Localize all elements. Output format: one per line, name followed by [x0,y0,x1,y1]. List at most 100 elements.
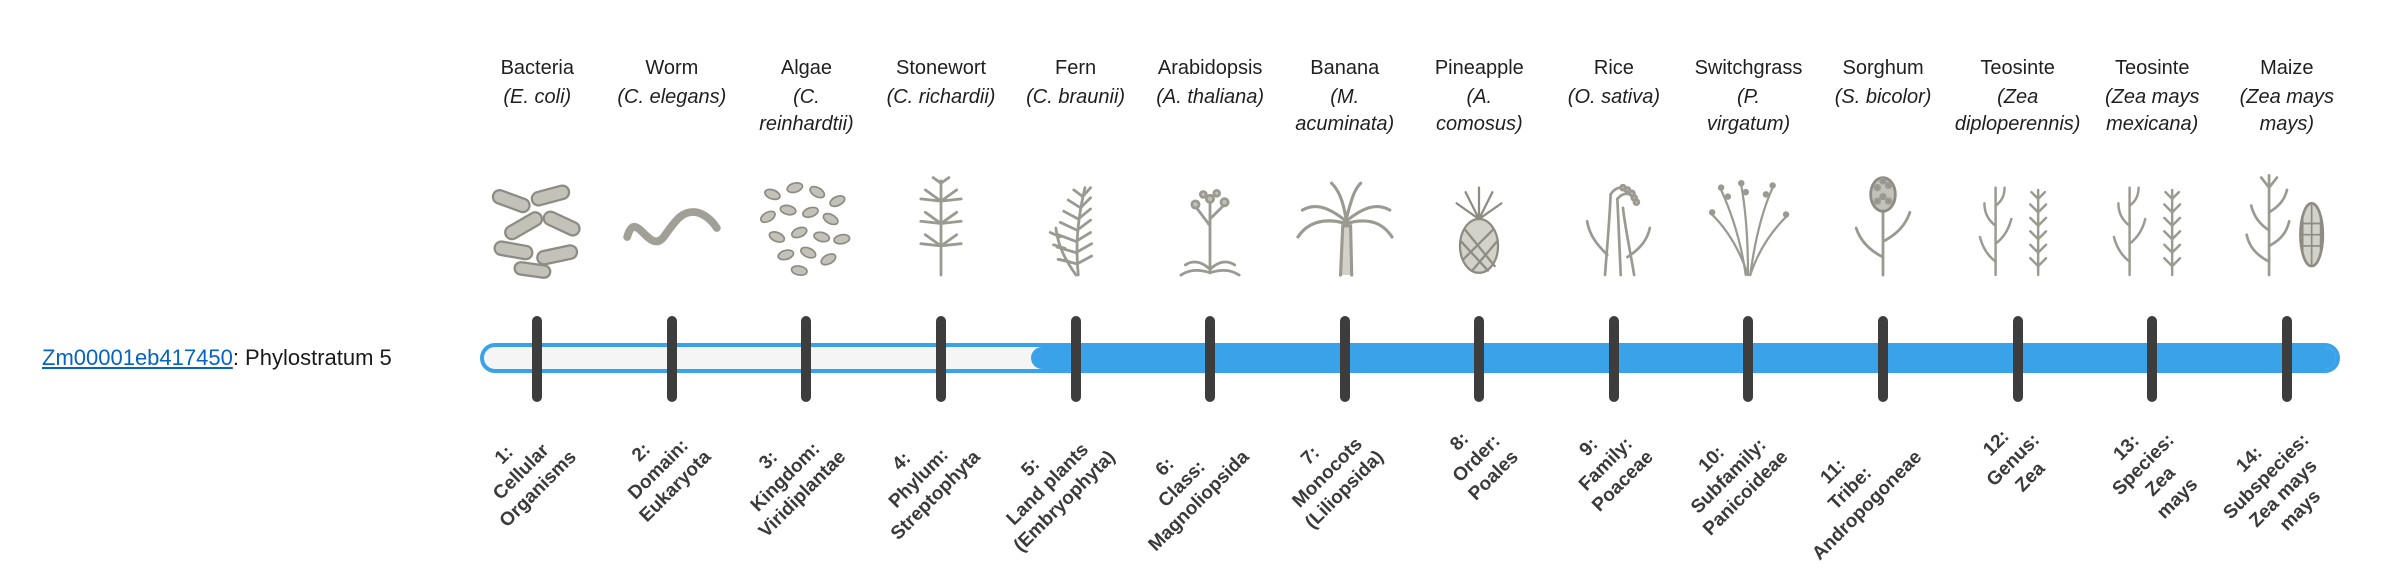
phylostratum-column: Maize (Zea mays mays) 14: Subspecies: Zea m… [2219,0,2355,580]
phylostratum-tick [1743,316,1754,402]
phylostratum-column: Teosinte (Zea mays mexicana) 13: Species: Z… [2085,0,2220,580]
organism-scientific-name: (C. braunii) [1026,86,1126,108]
stratum-label: 13: Species: Zea mays [2108,429,2203,524]
organism-common-name: Teosinte [2114,57,2190,79]
organism-common-name: Worm [645,57,699,79]
organism-scientific-name: (Zea diploperennis) [1954,86,2081,135]
rice-icon [1558,166,1670,290]
phylostratum-tick [1205,316,1216,402]
stratum-label: 2: Domain: Eukaryota [624,435,716,527]
organism-illustration [2096,160,2208,290]
organism-common-name: Banana [1310,57,1380,79]
stratum-label: 1: Cellular Organisms [489,440,581,532]
organism-illustration [1827,160,1939,290]
stratum-label: 7: Monocots (Liliopsida) [1288,433,1389,534]
teosinte-icon [1962,166,2074,290]
phylostratum-tick [1608,316,1619,402]
organism-scientific-name: (S. bicolor) [1834,86,1932,108]
organism-illustration [2231,160,2343,290]
stonewort-icon [885,166,997,290]
organism-illustration [885,160,997,290]
organism-scientific-name: (C. reinhardtii) [759,86,854,135]
phylostratum-column: Banana (M. acuminata) 7: Monocots (Liliopsi… [1277,0,1412,580]
arabidopsis-icon [1154,166,1266,290]
organism-scientific-name: (Zea mays mays) [2239,86,2335,135]
organism-scientific-name: (P. virgatum) [1706,86,1791,135]
organism-illustration [750,160,862,290]
phylostratum-tick [1070,316,1081,402]
stratum-label: 3: Kingdom: Viridiplantae [746,438,850,542]
phylostratum-column: Switchgrass (P. virgatum) 10: Subfamily: Pa… [1681,0,1816,580]
phylostratum-column: Stonewort (C. richardii) 4: Phylum: Strept… [874,0,1009,580]
phylostratum-column: Rice (O. sativa) 9: Family: Poaceae [1547,0,1682,580]
organism-scientific-name: (C. elegans) [617,86,727,108]
phylostratum-tick [1339,316,1350,402]
organism-illustration [616,160,728,290]
organism-common-name: Switchgrass [1694,57,1803,79]
organism-common-name: Arabidopsis [1157,57,1263,79]
organism-scientific-name: (M. acuminata) [1295,86,1395,135]
organism-illustration [1692,160,1804,290]
organism-illustration [1962,160,2074,290]
organism-scientific-name: (E. coli) [503,86,572,108]
phylostratum-tick [2147,316,2158,402]
organism-scientific-name: (O. sativa) [1567,86,1661,108]
sorghum-icon [1827,166,1939,290]
organism-scientific-name: (Zea mays mexicana) [2104,86,2200,135]
stratum-label: 14: Subspecies: Zea mays mays [2219,429,2325,536]
organism-common-name: Sorghum [1842,57,1924,79]
phylostratum-column: Sorghum (S. bicolor) 11: Tribe: Andropogon… [1809,0,1951,580]
phylostratum-tick [1474,316,1485,402]
phylostrata-bar-filled-segment [1031,347,2336,369]
organism-common-name: Fern [1055,57,1097,79]
phylostratum-column: Worm (C. elegans) 2: Domain: Eukaryota [605,0,740,580]
phylostratum-column: Bacteria (E. coli) 1: Cellular Organisms [470,0,605,580]
phylostratum-tick [532,316,543,402]
stratum-label: 12: Genus: Zea [1979,426,2050,497]
phylostratum-tick [2281,316,2292,402]
maize-icon [2231,166,2343,290]
stratum-label: 9: Family: Poaceae [1574,433,1658,517]
phylostratum-tick [936,316,947,402]
teosinte-icon [2096,166,2208,290]
bacteria-icon [481,166,593,290]
organism-illustration [1020,160,1132,290]
organism-common-name: Algae [780,57,833,79]
phylostratum-tick [801,316,812,402]
phylostratum-column: Teosinte (Zea diploperennis) 12: Genus: Zea [1950,0,2085,580]
organism-common-name: Stonewort [895,57,987,79]
phylostratum-tick [2012,316,2023,402]
phylostratum-column: Algae (C. reinhardtii) 3: Kingdom: Viridipl… [739,0,874,580]
organism-scientific-name: (A. thaliana) [1156,86,1265,108]
phylostratum-column: Arabidopsis (A. thaliana) 6: Class: Magnol… [1143,0,1278,580]
organism-illustration [1423,160,1535,290]
phylostratum-column: Fern (C. braunii) 5: Land plants (Embryoph… [1002,0,1143,580]
banana-icon [1289,166,1401,290]
phylostrata-bar [480,343,2340,373]
fern-icon [1020,166,1132,290]
phylostratum-tick [1878,316,1889,402]
organism-illustration [481,160,593,290]
pineapple-icon [1423,166,1535,290]
gene-label-suffix: : Phylostratum 5 [232,345,392,370]
organism-illustration [1558,160,1670,290]
stratum-label: 10: Subfamily: Panicoideae [1686,434,1792,540]
organism-common-name: Rice [1593,57,1634,79]
organism-illustration [1154,160,1266,290]
phylostratum-tick [666,316,677,402]
stratum-label: 8: Order: Poales [1446,428,1523,505]
organism-illustration [1289,160,1401,290]
switchgrass-icon [1692,166,1804,290]
organism-common-name: Bacteria [500,57,574,79]
organism-common-name: Teosinte [1980,57,2055,79]
algae-icon [750,166,862,290]
phylostratum-column: Pineapple (A. comosus) 8: Order: Poales [1412,0,1547,580]
organism-common-name: Pineapple [1434,57,1524,79]
organism-scientific-name: (A. comosus) [1435,86,1523,135]
gene-label: Zm00001eb417450: Phylostratum 5 [42,345,392,371]
gene-id-link[interactable]: Zm00001eb417450 [42,345,233,370]
organism-scientific-name: (C. richardii) [886,86,996,108]
worm-icon [616,166,728,290]
organism-common-name: Maize [2260,57,2314,79]
